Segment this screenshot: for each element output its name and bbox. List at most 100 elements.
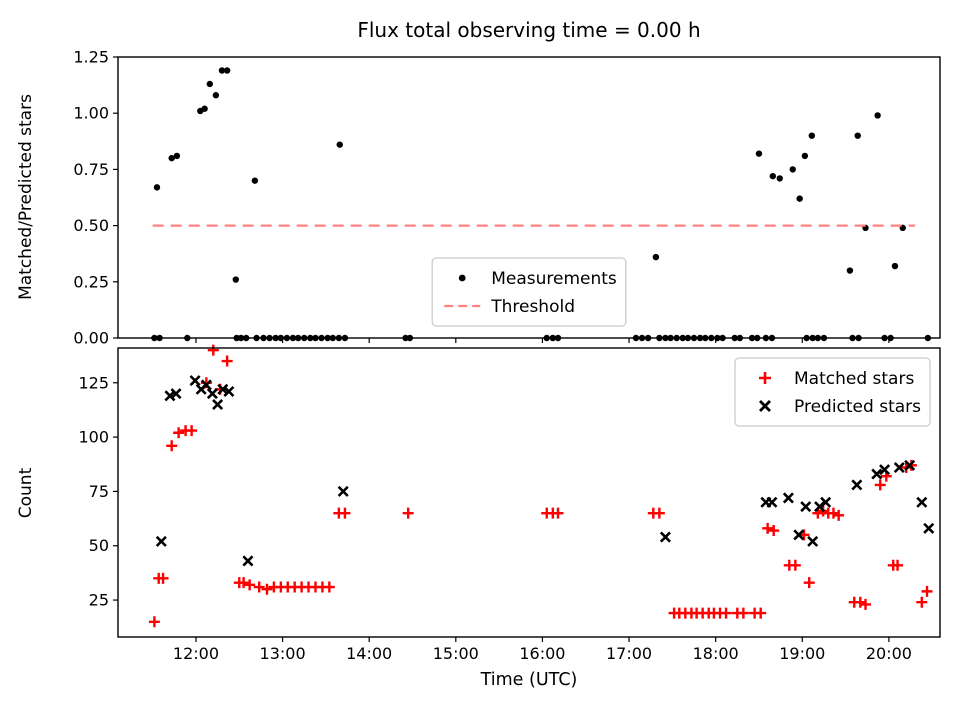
matched-star-point <box>173 427 185 439</box>
legend-label: Predicted stars <box>794 397 921 417</box>
y-tick-label: 50 <box>89 536 109 555</box>
matched-star-point <box>803 577 815 589</box>
measurement-point <box>218 67 226 74</box>
x-tick-label: 14:00 <box>346 644 392 663</box>
matched-star-point <box>148 616 160 628</box>
y-tick-label: 125 <box>78 373 109 392</box>
predicted-star-point <box>766 496 778 508</box>
figure-title: Flux total observing time = 0.00 h <box>357 18 701 42</box>
legend-x-marker <box>759 400 771 412</box>
predicted-star-point <box>851 479 863 491</box>
legend-box <box>734 357 931 427</box>
matched-star-point <box>238 577 250 589</box>
measurement-point <box>652 253 660 261</box>
predicted-star-point <box>871 468 883 480</box>
y-tick-label: 0.25 <box>73 272 109 291</box>
matched-star-point <box>892 559 904 571</box>
predicted-star-point <box>217 383 229 395</box>
matched-star-point <box>854 596 866 608</box>
x-tick-label: 20:00 <box>866 644 912 663</box>
legend-label: Threshold <box>490 297 575 317</box>
axes-border <box>117 347 941 638</box>
predicted-star-point <box>206 388 218 400</box>
predicted-star-point <box>189 375 201 387</box>
predicted-star-point <box>337 485 349 497</box>
matched-star-point <box>789 559 801 571</box>
legend-label: Measurements <box>491 269 617 289</box>
predicted-star-point <box>820 496 832 508</box>
predicted-star-point <box>800 501 812 513</box>
matched-star-point <box>833 509 845 521</box>
predicted-star-point <box>893 461 905 474</box>
y-tick-label: 100 <box>78 428 109 447</box>
legend-dot-marker <box>458 274 466 282</box>
predicted-star-point <box>164 390 176 402</box>
matched-star-point <box>916 596 928 608</box>
legend: Measurements Threshold <box>431 257 627 327</box>
predicted-star-point <box>242 555 254 567</box>
matched-star-point <box>402 507 414 519</box>
matched-star-point <box>339 507 351 519</box>
x-tick-label: 19:00 <box>779 644 825 663</box>
matched-star-point <box>827 507 839 519</box>
predicted-star-point <box>807 535 819 547</box>
matched-star-point <box>860 598 872 610</box>
measurement-point <box>769 172 777 180</box>
measurement-point <box>173 152 181 160</box>
measurement-point <box>168 154 175 162</box>
predicted-star-point <box>170 388 182 400</box>
matched-star-point <box>157 572 169 584</box>
matched-star-point <box>244 579 256 591</box>
legend-box <box>431 257 627 327</box>
matched-star-point <box>653 507 665 519</box>
matched-star-point <box>261 583 273 595</box>
predicted-star-point <box>223 385 235 397</box>
measurement-point <box>808 132 816 139</box>
measurement-point <box>789 166 796 173</box>
series-x <box>155 375 935 567</box>
measurement-point <box>251 177 259 184</box>
predicted-star-point <box>782 492 794 504</box>
y-tick-label: 1.00 <box>73 104 109 123</box>
measurement-point <box>846 267 854 274</box>
matched-star-point <box>323 581 335 593</box>
measurement-point <box>776 175 783 182</box>
matched-star-point <box>737 607 749 619</box>
predicted-star-point <box>212 398 224 411</box>
x-tick-label: 17:00 <box>606 644 652 663</box>
measurement-point <box>796 195 803 202</box>
measurement-point <box>223 67 231 74</box>
matched-star-point <box>755 607 767 619</box>
measurement-point <box>755 150 763 157</box>
axes-border <box>117 56 941 339</box>
measurement-point <box>206 80 214 88</box>
ratio-plot-axes: 0.00 0.25 0.50 0.75 1.00 1.25 Measurements Thre… <box>73 48 941 348</box>
y-tick-label: 0.50 <box>73 216 109 235</box>
y-tick-label: 0.00 <box>73 329 109 348</box>
series-plus <box>148 344 933 628</box>
legend-plus-marker <box>759 372 771 384</box>
x-tick-label: 12:00 <box>173 644 219 663</box>
y-tick-label: 0.75 <box>73 160 109 179</box>
count-plot-axes: 12:00 13:00 14:00 15:00 16:00 17:00 18:00 19:00… <box>78 344 941 663</box>
predicted-star-point <box>923 522 935 534</box>
measurement-point <box>801 152 809 160</box>
x-tick-label: 16:00 <box>519 644 565 663</box>
predicted-star-point <box>916 496 928 508</box>
measurement-point <box>201 105 208 112</box>
predicted-star-point <box>904 459 916 471</box>
matched-star-point <box>186 425 198 437</box>
y-tick-label: 1.25 <box>73 48 109 67</box>
x-tick-label: 18:00 <box>693 644 739 663</box>
predicted-star-point <box>879 464 891 476</box>
x-axis-label: Time (UTC) <box>480 670 578 690</box>
matched-star-point <box>166 440 178 452</box>
matched-star-point <box>221 355 233 367</box>
matched-star-point <box>768 525 780 537</box>
legend-label: Matched stars <box>794 369 914 389</box>
measurement-point <box>854 132 861 139</box>
matched-star-point <box>253 581 265 593</box>
predicted-star-point <box>200 379 212 391</box>
